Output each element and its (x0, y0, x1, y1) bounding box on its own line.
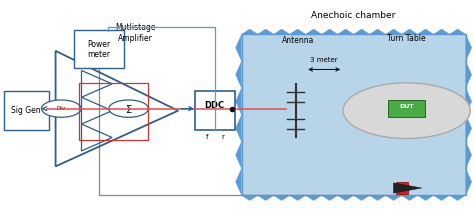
FancyBboxPatch shape (4, 91, 48, 130)
Text: DDC: DDC (205, 101, 225, 110)
FancyBboxPatch shape (195, 91, 235, 130)
Bar (396, 182, 408, 194)
Text: Power
meter: Power meter (88, 40, 111, 59)
Text: Turn Table: Turn Table (387, 34, 426, 43)
Text: $\Sigma$: $\Sigma$ (125, 103, 132, 115)
Bar (79, 83, 148, 140)
Text: r: r (221, 135, 224, 140)
FancyBboxPatch shape (388, 100, 425, 117)
Bar (242, 34, 465, 195)
FancyBboxPatch shape (74, 30, 124, 68)
Ellipse shape (343, 83, 470, 139)
Bar (242, 34, 465, 195)
Text: DUT: DUT (400, 103, 414, 108)
Text: Sig Gen: Sig Gen (11, 106, 41, 115)
Polygon shape (465, 34, 472, 195)
Text: Mutlistage
Amplifier: Mutlistage Amplifier (116, 23, 156, 43)
Polygon shape (236, 34, 242, 195)
Polygon shape (393, 183, 422, 193)
Circle shape (109, 100, 148, 117)
Text: Div: Div (57, 106, 66, 111)
Circle shape (41, 100, 81, 117)
Text: f: f (206, 135, 208, 140)
Polygon shape (242, 29, 465, 34)
Polygon shape (242, 195, 465, 200)
Text: Antenna: Antenna (282, 36, 314, 45)
Text: 3 meter: 3 meter (310, 57, 338, 63)
Text: Anechoic chamber: Anechoic chamber (311, 11, 396, 20)
